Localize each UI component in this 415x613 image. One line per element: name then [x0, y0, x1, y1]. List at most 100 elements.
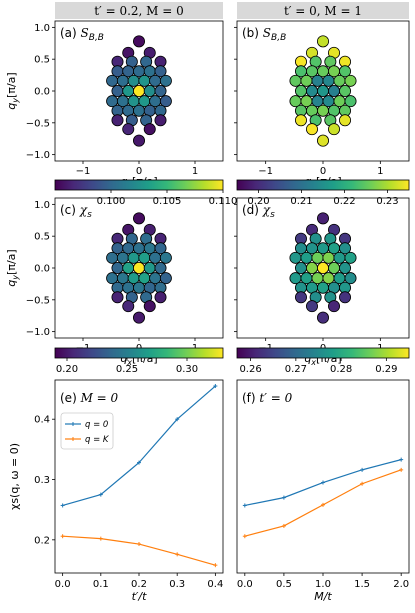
q-point [322, 74, 335, 87]
y-tick-label: 0.0 [34, 264, 50, 275]
q-point [132, 134, 145, 147]
q-point [149, 251, 162, 264]
q-point [316, 281, 329, 294]
q-point [111, 85, 124, 98]
colorbar-tick-label: 0.30 [176, 364, 198, 375]
q-point [339, 85, 352, 98]
column-header-left-text: t′ = 0.2, M = 0 [94, 4, 184, 18]
q-point [316, 35, 329, 48]
y-tick-label: −0.5 [26, 118, 50, 129]
q-point [106, 251, 119, 264]
y-tick-label: 0.4 [34, 415, 50, 426]
q-point [116, 74, 129, 87]
q-point [344, 74, 357, 87]
q-point [339, 65, 352, 78]
y-tick-label: −1.0 [26, 327, 50, 338]
q-point [132, 212, 145, 225]
colorbar-bar [54, 347, 224, 359]
x-tick-label: 0.0 [237, 579, 253, 590]
q-point [305, 261, 318, 274]
y-axis-label: qy[π/a] [5, 72, 20, 109]
q-point [322, 251, 335, 264]
q-point [154, 291, 167, 304]
q-point [305, 85, 318, 98]
q-point [132, 85, 145, 98]
q-point [333, 251, 346, 264]
q-point [132, 104, 145, 117]
q-point [328, 123, 341, 136]
q-point [344, 251, 357, 264]
y-tick-label: 0.3 [34, 475, 50, 486]
q-point [154, 261, 167, 274]
q-point [143, 300, 156, 313]
q-point [143, 261, 156, 274]
q-point [316, 311, 329, 324]
x-tick-label: 0.5 [276, 579, 292, 590]
y-tick-label: 1.0 [34, 200, 50, 211]
q-point [154, 65, 167, 78]
y-tick-label: 0.0 [34, 87, 50, 98]
colorbar-tick-label: 0.25 [116, 364, 138, 375]
q-point [111, 291, 124, 304]
q-point [300, 251, 313, 264]
legend-box [60, 412, 114, 450]
y-tick-label: 0.5 [34, 232, 50, 243]
q-point [294, 114, 307, 127]
q-point [294, 85, 307, 98]
panel-label: (d) χs [242, 203, 275, 220]
q-point [344, 95, 357, 108]
q-point [289, 251, 302, 264]
x-tick-label: 0.0 [55, 579, 71, 590]
q-point [159, 95, 172, 108]
q-point [328, 85, 341, 98]
x-tick-label: 0.1 [93, 579, 109, 590]
colorbar-tick-label: 0.22 [333, 196, 355, 207]
q-point [294, 261, 307, 274]
q-point [316, 85, 329, 98]
panel-label: (f) t′ = 0 [242, 391, 293, 405]
q-point [339, 242, 352, 255]
colorbar-tick-label: 0.100 [97, 196, 126, 207]
q-point [328, 300, 341, 313]
q-point [143, 85, 156, 98]
column-header-left: t′ = 0.2, M = 0 [55, 2, 223, 19]
column-header-right: t′ = 0, M = 1 [237, 2, 409, 19]
colorbar-tick-label: 0.29 [375, 364, 397, 375]
colorbar-tick-label: 0.20 [56, 364, 78, 375]
colorbar: 0.26 0.27 0.28 0.29 [236, 347, 410, 375]
q-point [138, 251, 151, 264]
legend-label: q = K [85, 435, 110, 445]
q-point [289, 74, 302, 87]
q-point [132, 311, 145, 324]
q-point [132, 261, 145, 274]
y-tick-label: 0.2 [34, 535, 50, 546]
colorbar-tick-label: 0.28 [330, 364, 352, 375]
x-tick-label: −1 [258, 166, 273, 177]
legend-label: q = 0 [85, 420, 108, 430]
y-tick-label: −1.0 [26, 150, 50, 161]
x-tick-label: −1 [76, 166, 91, 177]
panel-c-heatmap: 1.00.50.0−0.5−1.0−101qx[π/a]qy[π/a](c) χ… [5, 197, 224, 375]
q-point [305, 300, 318, 313]
x-tick-label: 1 [377, 166, 383, 177]
q-point [316, 212, 329, 225]
q-point [122, 85, 135, 98]
x-tick-label: 0.4 [207, 579, 223, 590]
colorbar-bar [236, 179, 410, 191]
x-axis-label: t′/t [132, 590, 148, 603]
x-tick-label: 2.0 [393, 579, 409, 590]
x-axis-label: M/t [314, 590, 332, 603]
q-point [294, 291, 307, 304]
q-point [344, 272, 357, 285]
x-tick-label: 0 [320, 166, 326, 177]
q-point [154, 85, 167, 98]
colorbar-tick-label: 0.26 [239, 364, 261, 375]
series-line [62, 535, 216, 566]
panel-label: (a) SB,B [60, 26, 104, 43]
colorbar-tick-label: 0.20 [247, 196, 269, 207]
x-tick-label: 1 [192, 166, 198, 177]
panel-e-line-chart: 0.0 0.1 0.2 0.3 0.4 0.2 0.3 0.4 t′/t χs(q, ω = 0)… [8, 379, 224, 603]
x-tick-label: 0.3 [169, 579, 185, 590]
q-point [122, 300, 135, 313]
y-tick-label: 0.5 [34, 55, 50, 66]
